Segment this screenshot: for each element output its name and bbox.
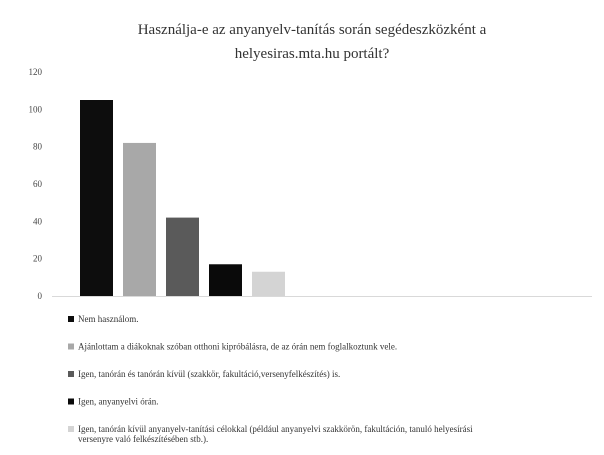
bar-1 — [80, 100, 113, 296]
legend-label-5-line-2: versenyre való felkészítésében stb.). — [78, 434, 208, 444]
y-tick-label: 0 — [38, 291, 43, 301]
legend-swatch-1 — [68, 316, 74, 322]
y-tick-label: 100 — [29, 104, 43, 114]
legend-swatch-5 — [68, 426, 74, 432]
y-tick-label: 120 — [29, 67, 43, 77]
y-tick-label: 40 — [33, 216, 43, 226]
chart-title-line-1: Használja-e az anyanyelv-tanítás során s… — [138, 22, 487, 38]
legend-swatch-4 — [68, 398, 74, 405]
legend-label-4: Igen, anyanyelvi órán. — [78, 397, 158, 407]
bar-4 — [209, 264, 242, 296]
y-tick-label: 60 — [33, 179, 43, 189]
bar-5 — [252, 271, 285, 296]
bar-3 — [166, 217, 199, 296]
chart-title-line-2: helyesiras.mta.hu portált? — [235, 46, 390, 62]
legend-label-2: Ajánlottam a diákoknak szóban otthoni ki… — [78, 342, 397, 352]
legend-swatch-2 — [68, 343, 74, 350]
legend-swatch-3 — [68, 371, 74, 377]
legend-label-1: Nem használom. — [78, 314, 138, 324]
legend-label-3: Igen, tanórán és tanórán kívül (szakkör,… — [78, 369, 340, 379]
legend-label-5: Igen, tanórán kívül anyanyelv-tanítási c… — [78, 424, 473, 434]
y-tick-label: 80 — [33, 142, 43, 152]
bar-2 — [123, 142, 156, 296]
y-tick-label: 20 — [33, 254, 43, 264]
